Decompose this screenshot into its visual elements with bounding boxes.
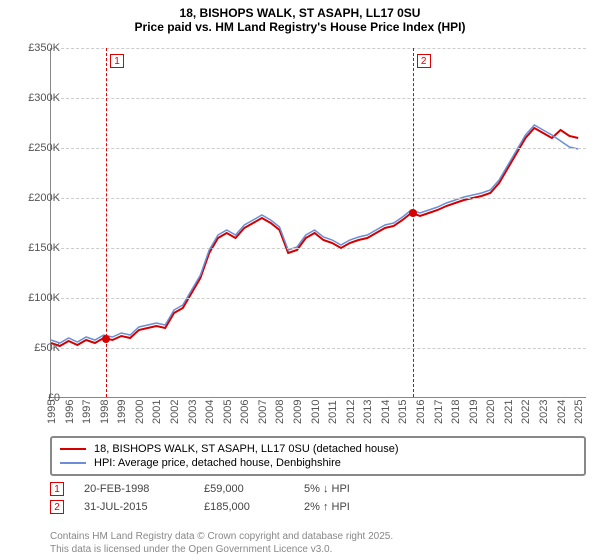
- y-tick-label: £300K: [12, 92, 60, 104]
- x-tick-label: 2019: [468, 400, 480, 424]
- legend-item-0: 18, BISHOPS WALK, ST ASAPH, LL17 0SU (de…: [60, 442, 576, 456]
- chart-area: 12: [50, 48, 586, 398]
- footnote-line-1: Contains HM Land Registry data © Crown c…: [50, 530, 393, 543]
- sale-diff-0: 5% ↓ HPI: [304, 483, 394, 495]
- y-tick-label: £50K: [12, 342, 60, 354]
- title: 18, BISHOPS WALK, ST ASAPH, LL17 0SU: [0, 0, 600, 20]
- x-tick-label: 2004: [204, 400, 216, 424]
- x-tick-label: 1996: [64, 400, 76, 424]
- y-tick-label: £150K: [12, 242, 60, 254]
- x-tick-label: 1997: [81, 400, 93, 424]
- marker-dot-1: [102, 335, 110, 343]
- x-tick-label: 2001: [151, 400, 163, 424]
- x-tick-label: 2000: [134, 400, 146, 424]
- sale-price-1: £185,000: [204, 501, 284, 513]
- sale-table: 1 20-FEB-1998 £59,000 5% ↓ HPI 2 31-JUL-…: [50, 480, 394, 516]
- x-tick-label: 2010: [310, 400, 322, 424]
- marker-dot-2: [409, 209, 417, 217]
- x-tick-label: 2024: [556, 400, 568, 424]
- x-tick-label: 2020: [485, 400, 497, 424]
- x-tick-label: 2006: [239, 400, 251, 424]
- sale-marker-0: 1: [50, 482, 64, 496]
- x-tick-label: 2011: [327, 400, 339, 424]
- legend-swatch-1: [60, 462, 86, 464]
- x-tick-label: 1998: [99, 400, 111, 424]
- sale-diff-1: 2% ↑ HPI: [304, 501, 394, 513]
- chart-container: 18, BISHOPS WALK, ST ASAPH, LL17 0SU Pri…: [0, 0, 600, 560]
- x-tick-label: 2025: [573, 400, 585, 424]
- footnote-line-2: This data is licensed under the Open Gov…: [50, 543, 393, 556]
- sale-marker-1: 2: [50, 500, 64, 514]
- sale-date-1: 31-JUL-2015: [84, 501, 184, 513]
- legend-label-1: HPI: Average price, detached house, Denb…: [94, 457, 341, 469]
- legend-item-1: HPI: Average price, detached house, Denb…: [60, 456, 576, 470]
- x-tick-label: 2021: [503, 400, 515, 424]
- x-tick-label: 2016: [415, 400, 427, 424]
- legend: 18, BISHOPS WALK, ST ASAPH, LL17 0SU (de…: [50, 436, 586, 476]
- x-tick-label: 2013: [362, 400, 374, 424]
- sale-row-1: 2 31-JUL-2015 £185,000 2% ↑ HPI: [50, 498, 394, 516]
- x-tick-label: 2007: [257, 400, 269, 424]
- x-tick-label: 1995: [46, 400, 58, 424]
- sale-row-0: 1 20-FEB-1998 £59,000 5% ↓ HPI: [50, 480, 394, 498]
- x-tick-label: 2022: [520, 400, 532, 424]
- sale-date-0: 20-FEB-1998: [84, 483, 184, 495]
- chart-svg: [51, 48, 587, 398]
- x-tick-label: 2018: [450, 400, 462, 424]
- y-tick-label: £250K: [12, 142, 60, 154]
- x-tick-label: 2023: [538, 400, 550, 424]
- marker-box-2: 2: [417, 54, 431, 68]
- x-tick-label: 2014: [380, 400, 392, 424]
- legend-label-0: 18, BISHOPS WALK, ST ASAPH, LL17 0SU (de…: [94, 443, 399, 455]
- marker-line-2: [413, 48, 414, 397]
- x-tick-label: 2005: [222, 400, 234, 424]
- x-tick-label: 2012: [345, 400, 357, 424]
- marker-box-1: 1: [110, 54, 124, 68]
- x-tick-label: 2003: [187, 400, 199, 424]
- y-tick-label: £350K: [12, 42, 60, 54]
- subtitle: Price paid vs. HM Land Registry's House …: [0, 20, 600, 38]
- y-tick-label: £200K: [12, 192, 60, 204]
- x-tick-label: 2008: [274, 400, 286, 424]
- x-tick-label: 1999: [116, 400, 128, 424]
- legend-swatch-0: [60, 448, 86, 450]
- x-tick-label: 2009: [292, 400, 304, 424]
- footnote: Contains HM Land Registry data © Crown c…: [50, 530, 393, 556]
- x-tick-label: 2015: [397, 400, 409, 424]
- sale-price-0: £59,000: [204, 483, 284, 495]
- marker-line-1: [106, 48, 107, 397]
- y-tick-label: £100K: [12, 292, 60, 304]
- x-tick-label: 2017: [433, 400, 445, 424]
- series-line-0: [51, 128, 578, 346]
- x-tick-label: 2002: [169, 400, 181, 424]
